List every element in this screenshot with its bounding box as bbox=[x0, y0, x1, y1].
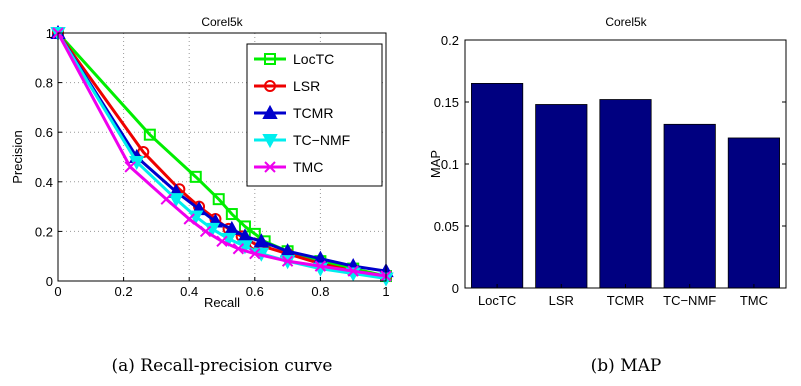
data-point-tmc bbox=[199, 225, 212, 238]
chart-a-x-label: Recall bbox=[204, 295, 240, 310]
y-tick-label: 1 bbox=[46, 26, 53, 41]
x-tick-label: 0.6 bbox=[246, 284, 264, 299]
y-tick-label: 0.6 bbox=[35, 125, 53, 140]
bar-tmc bbox=[727, 137, 780, 289]
data-point-tmc bbox=[347, 265, 359, 277]
chart-b-bars bbox=[471, 83, 780, 289]
map-bar-chart: Corel5k 0 0.05 0.1 0.15 0.2 LocTC LSR TCMR TC−N… bbox=[428, 15, 787, 308]
y-tick-label: 0.15 bbox=[434, 95, 459, 110]
chart-a-title: Corel5k bbox=[201, 15, 243, 29]
chart-b-y-ticks: 0 0.05 0.1 0.15 0.2 bbox=[434, 33, 786, 296]
legend-item-tcmr: TCMR bbox=[254, 104, 333, 121]
legend-label-tc-nmf: TC−NMF bbox=[293, 132, 350, 148]
data-point-tmc bbox=[281, 255, 294, 267]
legend-item-loctc: LocTC bbox=[254, 51, 334, 67]
data-point-tmc bbox=[183, 213, 195, 225]
caption-a: (a) Recall-precision curve bbox=[112, 356, 333, 376]
y-tick-label: 0.2 bbox=[35, 224, 53, 239]
data-point-tmc bbox=[314, 260, 327, 272]
legend-label-lsr: LSR bbox=[293, 78, 320, 94]
recall-precision-chart: Corel5k 0 0.2 0.4 0.6 0.8 1 0 0.2 0.4 0.6 0.8 1 Re… bbox=[10, 15, 394, 310]
legend-label-tmc: TMC bbox=[293, 159, 323, 175]
chart-a-x-ticks: 0 0.2 0.4 0.6 0.8 1 bbox=[54, 277, 390, 299]
y-tick-label: 0.4 bbox=[35, 175, 53, 190]
bar-tc-nmf bbox=[663, 123, 716, 289]
y-tick-label: 0.8 bbox=[35, 76, 53, 91]
data-point-loctc bbox=[143, 128, 156, 141]
x-tick-label-lsr: LSR bbox=[549, 293, 574, 308]
legend-marker-tcmr bbox=[262, 104, 278, 119]
x-tick-label: 0.2 bbox=[115, 284, 133, 299]
x-tick-label: 0 bbox=[54, 284, 61, 299]
series-line-tc-nmf bbox=[56, 32, 387, 281]
x-tick-label: 1 bbox=[382, 284, 389, 299]
data-point-tmc bbox=[232, 243, 245, 255]
legend-item-lsr: LSR bbox=[254, 78, 320, 94]
chart-a-frame bbox=[57, 32, 387, 282]
legend-item-tmc: TMC bbox=[254, 159, 323, 175]
data-point-tmc bbox=[160, 193, 172, 205]
caption-b: (b) MAP bbox=[591, 356, 662, 376]
bar-lsr bbox=[535, 104, 588, 289]
data-point-tmc bbox=[249, 248, 261, 260]
bar-loctc bbox=[471, 83, 524, 289]
legend-marker-loctc bbox=[264, 53, 276, 65]
legend-marker-tc-nmf bbox=[262, 134, 278, 149]
chart-a-legend: LocTC LSR TCMR TC−NMF TMC bbox=[246, 43, 383, 187]
chart-b-x-ticks: LocTC LSR TCMR TC−NMF TMC bbox=[478, 284, 768, 308]
series-tmc bbox=[52, 27, 392, 282]
bar-tcmr bbox=[599, 99, 652, 289]
data-point-tcmr bbox=[253, 233, 270, 248]
x-tick-label-tmc: TMC bbox=[740, 293, 768, 308]
legend-item-tc-nmf: TC−NMF bbox=[254, 132, 350, 149]
chart-a-y-label: Precision bbox=[10, 130, 25, 183]
data-point-tc-nmf bbox=[168, 193, 184, 208]
legend-marker-lsr bbox=[264, 80, 276, 92]
y-tick-label: 0 bbox=[452, 281, 459, 296]
series-line-tmc bbox=[56, 32, 387, 278]
data-point-tmc bbox=[216, 235, 228, 248]
y-tick-label: 0.2 bbox=[441, 33, 459, 48]
x-tick-label-tc-nmf: TC−NMF bbox=[663, 293, 716, 308]
legend-label-loctc: LocTC bbox=[293, 51, 334, 67]
data-point-loctc bbox=[212, 193, 225, 206]
x-tick-label-loctc: LocTC bbox=[478, 293, 516, 308]
legend-label-tcmr: TCMR bbox=[293, 105, 333, 121]
x-tick-label: 0.4 bbox=[180, 284, 198, 299]
y-tick-label: 0.1 bbox=[441, 157, 459, 172]
data-point-loctc bbox=[189, 170, 202, 183]
legend-items: LocTC LSR TCMR TC−NMF TMC bbox=[254, 51, 350, 175]
series-line-tcmr bbox=[56, 32, 387, 273]
x-tick-label: 0.8 bbox=[311, 284, 329, 299]
data-point-tmc bbox=[124, 161, 136, 173]
legend-marker-tmc bbox=[264, 161, 276, 173]
y-tick-label: 0.05 bbox=[434, 219, 459, 234]
x-tick-label-tcmr: TCMR bbox=[607, 293, 645, 308]
chart-b-title: Corel5k bbox=[605, 15, 647, 29]
data-point-loctc bbox=[225, 208, 238, 221]
y-tick-label: 0 bbox=[46, 274, 53, 289]
chart-b-y-label: MAP bbox=[428, 150, 443, 178]
chart-a-y-ticks: 0 0.2 0.4 0.6 0.8 1 bbox=[35, 26, 62, 289]
